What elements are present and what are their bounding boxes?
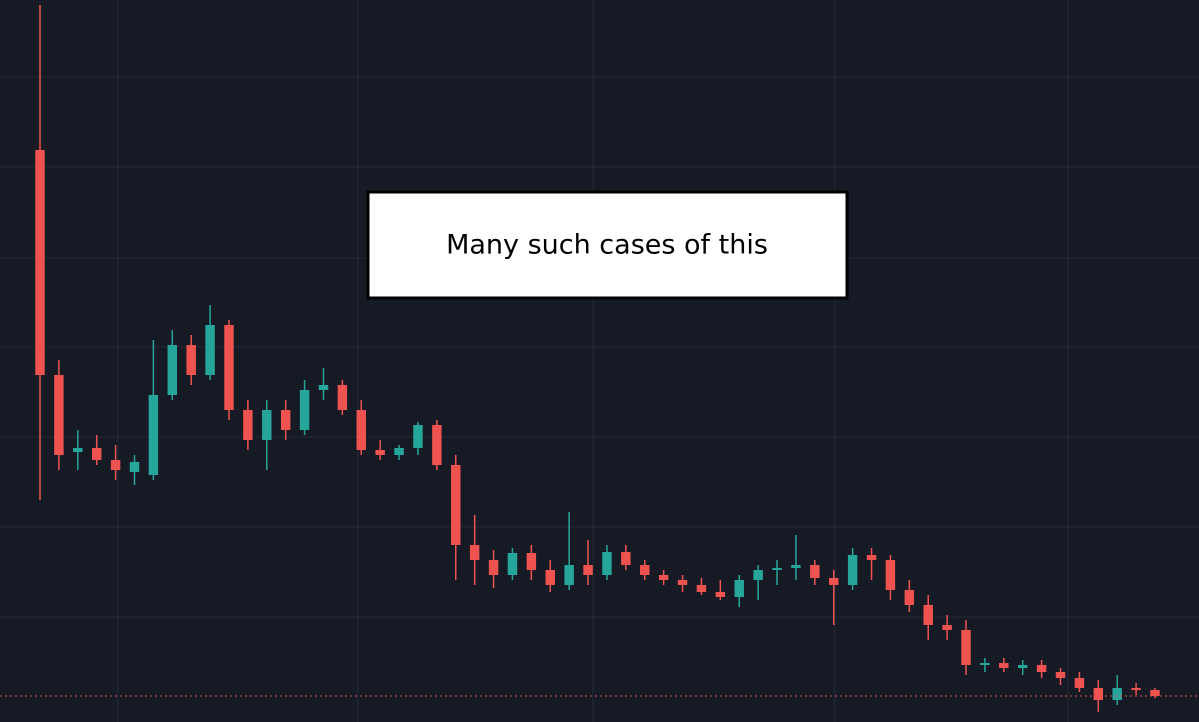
candle-body (791, 565, 801, 568)
candle-body (1150, 690, 1160, 696)
candle-body (318, 385, 329, 390)
candle-body (413, 425, 423, 448)
candle-body (73, 448, 83, 452)
candle-body (1112, 688, 1122, 700)
candle-body (545, 570, 555, 585)
candle-body (1093, 688, 1104, 700)
candle-body (810, 565, 820, 578)
candle-body (696, 585, 707, 592)
candle-body (224, 325, 234, 410)
candle-body (980, 663, 990, 665)
candle-body (999, 663, 1009, 668)
candle-body (280, 410, 291, 430)
candle-body (35, 150, 45, 375)
candle-body (337, 385, 348, 410)
candle-body (148, 395, 159, 475)
candle-body (1036, 665, 1047, 672)
candle-body (602, 552, 612, 575)
candle-body (1055, 672, 1066, 678)
candle-body (961, 630, 971, 665)
candle-body (658, 575, 669, 580)
candle-body (923, 605, 933, 625)
candle-body (640, 565, 650, 575)
candle-body (772, 568, 782, 570)
candle-body (243, 410, 253, 440)
candle-body (451, 465, 461, 545)
annotation-box (366, 190, 849, 300)
candle-body (91, 448, 102, 460)
candle-body (299, 390, 310, 430)
candle-body (110, 460, 121, 470)
candle-body (829, 578, 839, 585)
candle-body (129, 462, 140, 472)
candle-body (885, 560, 896, 590)
candle-body (1074, 678, 1085, 688)
candle-body (186, 345, 196, 375)
candle-body (262, 410, 272, 440)
candle-body (356, 410, 366, 450)
candle-body (394, 448, 404, 455)
candle-body (507, 553, 518, 575)
candle-body (469, 545, 480, 560)
candle-body (583, 565, 593, 575)
candle-body (904, 590, 915, 605)
candle-body (942, 625, 952, 630)
annotation-text: Many such cases of this (446, 230, 768, 261)
candle-body (866, 555, 877, 560)
candle-body (677, 580, 688, 585)
candle-body (526, 553, 537, 570)
candle-body (432, 425, 442, 465)
candle-body (1017, 665, 1028, 668)
candle-body (715, 592, 726, 597)
plot-area (0, 5, 1199, 712)
candle-body (488, 560, 499, 575)
candle-body (564, 565, 574, 585)
candle-body (375, 450, 385, 455)
candle-body (1131, 688, 1141, 690)
candle-body (753, 570, 763, 580)
candle-body (621, 552, 631, 565)
candle-body (54, 375, 64, 455)
candle-body (734, 580, 744, 597)
candle-body (167, 345, 178, 395)
candle-body (847, 555, 858, 585)
candle-body (205, 325, 215, 375)
